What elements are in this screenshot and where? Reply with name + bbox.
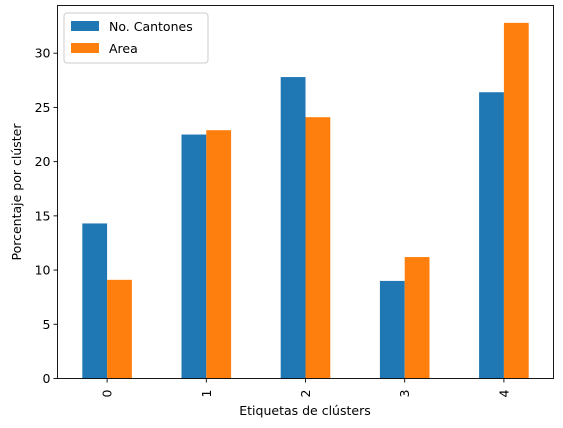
y-tick-label: 15 (35, 208, 51, 223)
x-axis-label: Etiquetas de clústers (239, 403, 371, 418)
y-tick-label: 10 (35, 263, 51, 278)
bar-no-cantones-4 (479, 92, 504, 379)
y-tick-label: 5 (43, 317, 51, 332)
legend-label-no-cantones: No. Cantones (109, 19, 193, 34)
bar-area-3 (404, 257, 430, 379)
bar-area-0 (107, 279, 132, 379)
legend-frame (63, 12, 209, 64)
y-tick-label: 30 (35, 46, 51, 61)
legend-label-area: Area (109, 41, 138, 56)
x-axis: 0 1 2 3 4 (100, 378, 511, 398)
x-tick-label: 0 (100, 389, 115, 397)
bar-area-1 (206, 130, 232, 379)
legend-swatch-no-cantones (71, 21, 99, 31)
y-tick-label: 20 (35, 154, 51, 169)
legend: No. Cantones Area (63, 12, 209, 64)
bar-no-cantones-3 (379, 280, 405, 379)
bar-area-2 (305, 117, 331, 379)
x-tick-label: 2 (298, 390, 313, 398)
bar-no-cantones-1 (181, 134, 207, 379)
y-tick-label: 25 (35, 100, 51, 115)
bar-area-4 (503, 22, 529, 379)
x-tick-label: 1 (199, 390, 214, 398)
x-tick-label: 3 (397, 390, 412, 398)
y-axis: 0 5 10 15 20 25 30 (35, 46, 58, 386)
legend-swatch-area (71, 43, 99, 53)
bars-layer (82, 22, 529, 379)
y-tick-label: 0 (43, 371, 51, 386)
bar-no-cantones-2 (280, 77, 306, 379)
y-axis-label: Porcentaje por clúster (9, 123, 24, 261)
x-tick-label: 4 (496, 389, 511, 397)
bar-no-cantones-0 (82, 223, 108, 379)
